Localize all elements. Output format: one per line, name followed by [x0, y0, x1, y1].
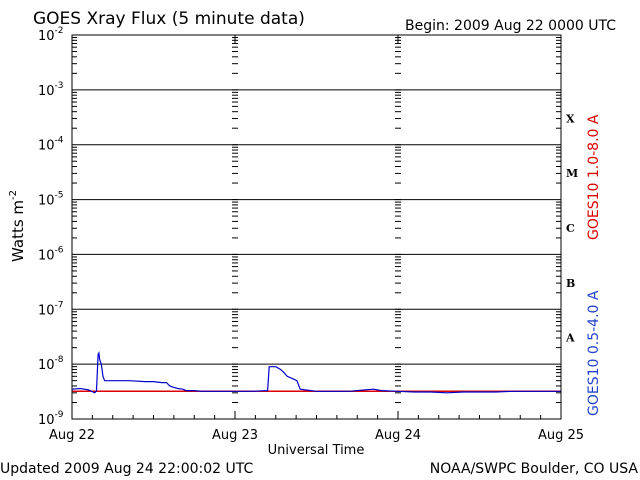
y-axis-label-exponent: -2 [8, 190, 19, 200]
series-short-channel [71, 350, 561, 394]
flare-class-label: B [566, 277, 575, 290]
x-tick-label: Aug 24 [375, 428, 421, 443]
x-tick-label: Aug 25 [538, 428, 584, 443]
y-tick-label: 10-2 [38, 26, 64, 44]
y-tick-label: 10-9 [38, 410, 64, 428]
updated-timestamp: Updated 2009 Aug 24 22:00:02 UTC [0, 461, 253, 477]
flare-class-label: C [566, 222, 575, 235]
begin-date: Begin: 2009 Aug 22 0000 UTC [405, 18, 616, 34]
plot-border [71, 34, 562, 420]
plot-area: Aug 22 Aug 23 Aug 24 Aug 25 10-9 10-8 10-7 10-6… [38, 26, 584, 443]
legend-short-channel: GOES10 0.5-4.0 A [586, 290, 602, 416]
y-axis-label: Watts m-2 [8, 190, 27, 262]
y-axis-label-text: Watts m [9, 200, 27, 262]
y-tick-label: 10-3 [38, 81, 64, 99]
y-tick-label: 10-8 [38, 355, 64, 373]
credit-text: NOAA/SWPC Boulder, CO USA [430, 461, 639, 477]
y-tick-label: 10-5 [38, 191, 64, 209]
x-axis-label: Universal Time [268, 443, 365, 458]
svg-text:Watts m-2: Watts m-2 [8, 190, 27, 262]
x-tick-label: Aug 22 [49, 428, 95, 443]
y-tick-label: 10-6 [38, 245, 64, 263]
flare-class-label: X [566, 112, 575, 125]
x-tick-label: Aug 23 [212, 428, 258, 443]
y-tick-label: 10-7 [38, 300, 64, 318]
flare-class-label: A [565, 332, 575, 345]
y-tick-label: 10-4 [38, 136, 64, 154]
chart-title: GOES Xray Flux (5 minute data) [33, 9, 305, 29]
flare-class-label: M [566, 167, 578, 180]
legend-long-channel: GOES10 1.0-8.0 A [586, 114, 602, 240]
